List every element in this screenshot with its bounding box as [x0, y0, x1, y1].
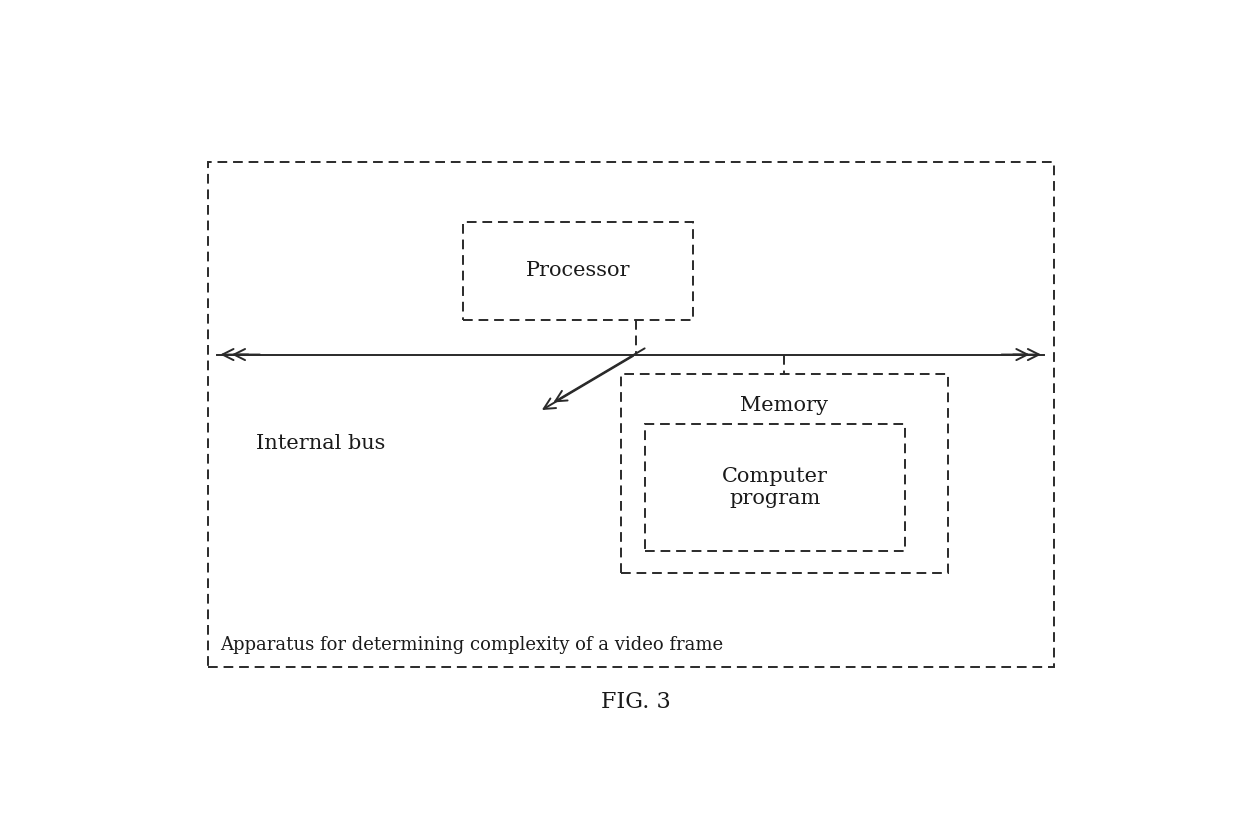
Text: Processor: Processor	[526, 261, 630, 280]
Bar	[463, 222, 693, 319]
Bar	[645, 424, 905, 551]
Bar	[208, 162, 1054, 667]
Text: Internal bus: Internal bus	[255, 433, 386, 452]
Text: Apparatus for determining complexity of a video frame: Apparatus for determining complexity of …	[221, 636, 723, 654]
Text: Computer
program: Computer program	[722, 467, 828, 508]
Text: FIG. 3: FIG. 3	[600, 691, 671, 713]
Text: Memory: Memory	[740, 396, 828, 415]
Bar	[621, 374, 947, 573]
